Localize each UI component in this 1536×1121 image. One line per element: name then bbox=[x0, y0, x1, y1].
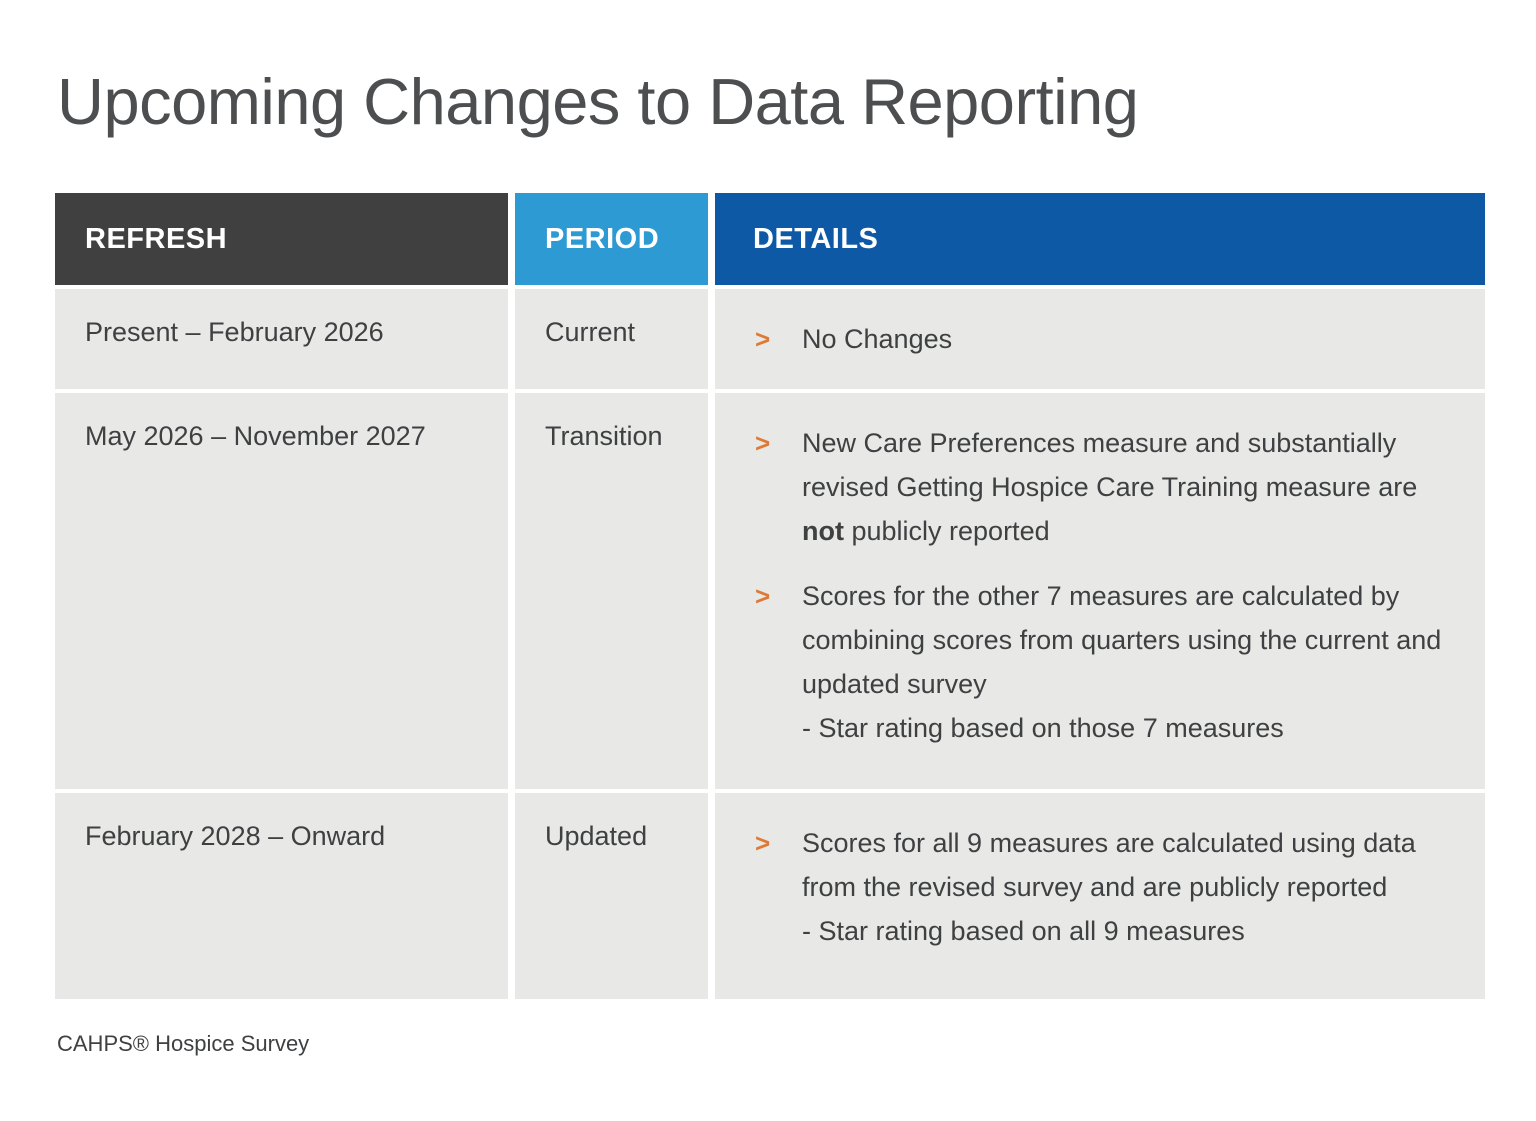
page-title: Upcoming Changes to Data Reporting bbox=[57, 65, 1139, 138]
table-row-1-details-cell: > No Changes bbox=[715, 289, 1485, 389]
table-row-2-refresh-cell: May 2026 – November 2027 bbox=[55, 393, 508, 789]
detail-bullet: > New Care Preferences measure and subst… bbox=[755, 421, 1450, 553]
column-header-refresh: REFRESH bbox=[55, 193, 508, 285]
detail-bullet-text: Scores for all 9 measures are calculated… bbox=[802, 821, 1450, 953]
column-header-period: PERIOD bbox=[515, 193, 708, 285]
detail-bullet: > Scores for all 9 measures are calculat… bbox=[755, 821, 1450, 953]
column-header-details: DETAILS bbox=[715, 193, 1485, 285]
detail-bullet-text: Scores for the other 7 measures are calc… bbox=[802, 574, 1450, 750]
chevron-bullet-icon: > bbox=[755, 581, 771, 611]
detail-bullet: > Scores for the other 7 measures are ca… bbox=[755, 574, 1450, 750]
table-row-3-refresh-cell: February 2028 – Onward bbox=[55, 793, 508, 999]
detail-text-bold-segment: not bbox=[802, 516, 844, 546]
detail-text-segment: Scores for the other 7 measures are calc… bbox=[802, 581, 1442, 699]
refresh-range-text: May 2026 – November 2027 bbox=[85, 421, 426, 451]
footer-source-label: CAHPS® Hospice Survey bbox=[57, 1031, 310, 1056]
refresh-range-text: February 2028 – Onward bbox=[85, 821, 386, 851]
detail-bullet: > No Changes bbox=[755, 317, 1450, 361]
refresh-range-text: Present – February 2026 bbox=[85, 317, 384, 347]
column-header-refresh-label: REFRESH bbox=[85, 222, 228, 255]
detail-text-segment: New Care Preferences measure and substan… bbox=[802, 428, 1418, 502]
table-row-3-details-cell: > Scores for all 9 measures are calculat… bbox=[715, 793, 1485, 999]
table-row-2-details-cell: > New Care Preferences measure and subst… bbox=[715, 393, 1485, 789]
column-header-details-label: DETAILS bbox=[753, 222, 879, 255]
table-row-1-refresh-cell: Present – February 2026 bbox=[55, 289, 508, 389]
table-row-2-period-cell: Transition bbox=[515, 393, 708, 789]
table-row-1-period-cell: Current bbox=[515, 289, 708, 389]
chevron-bullet-icon: > bbox=[755, 324, 771, 354]
detail-subline: - Star rating based on those 7 measures bbox=[802, 713, 1284, 743]
period-label: Transition bbox=[545, 421, 663, 451]
table-row-3-period-cell: Updated bbox=[515, 793, 708, 999]
detail-bullet-text: New Care Preferences measure and substan… bbox=[802, 421, 1450, 553]
chevron-bullet-icon: > bbox=[755, 428, 771, 458]
detail-subline: - Star rating based on all 9 measures bbox=[802, 916, 1245, 946]
detail-bullet-text: No Changes bbox=[802, 324, 953, 354]
data-reporting-table: REFRESH PERIOD DETAILS Present – Februar… bbox=[55, 193, 1485, 999]
period-label: Updated bbox=[545, 821, 648, 851]
detail-text-segment: Scores for all 9 measures are calculated… bbox=[802, 828, 1416, 902]
period-label: Current bbox=[545, 317, 636, 347]
detail-text-segment: publicly reported bbox=[843, 516, 1050, 546]
column-header-period-label: PERIOD bbox=[545, 222, 660, 255]
chevron-bullet-icon: > bbox=[755, 828, 771, 858]
